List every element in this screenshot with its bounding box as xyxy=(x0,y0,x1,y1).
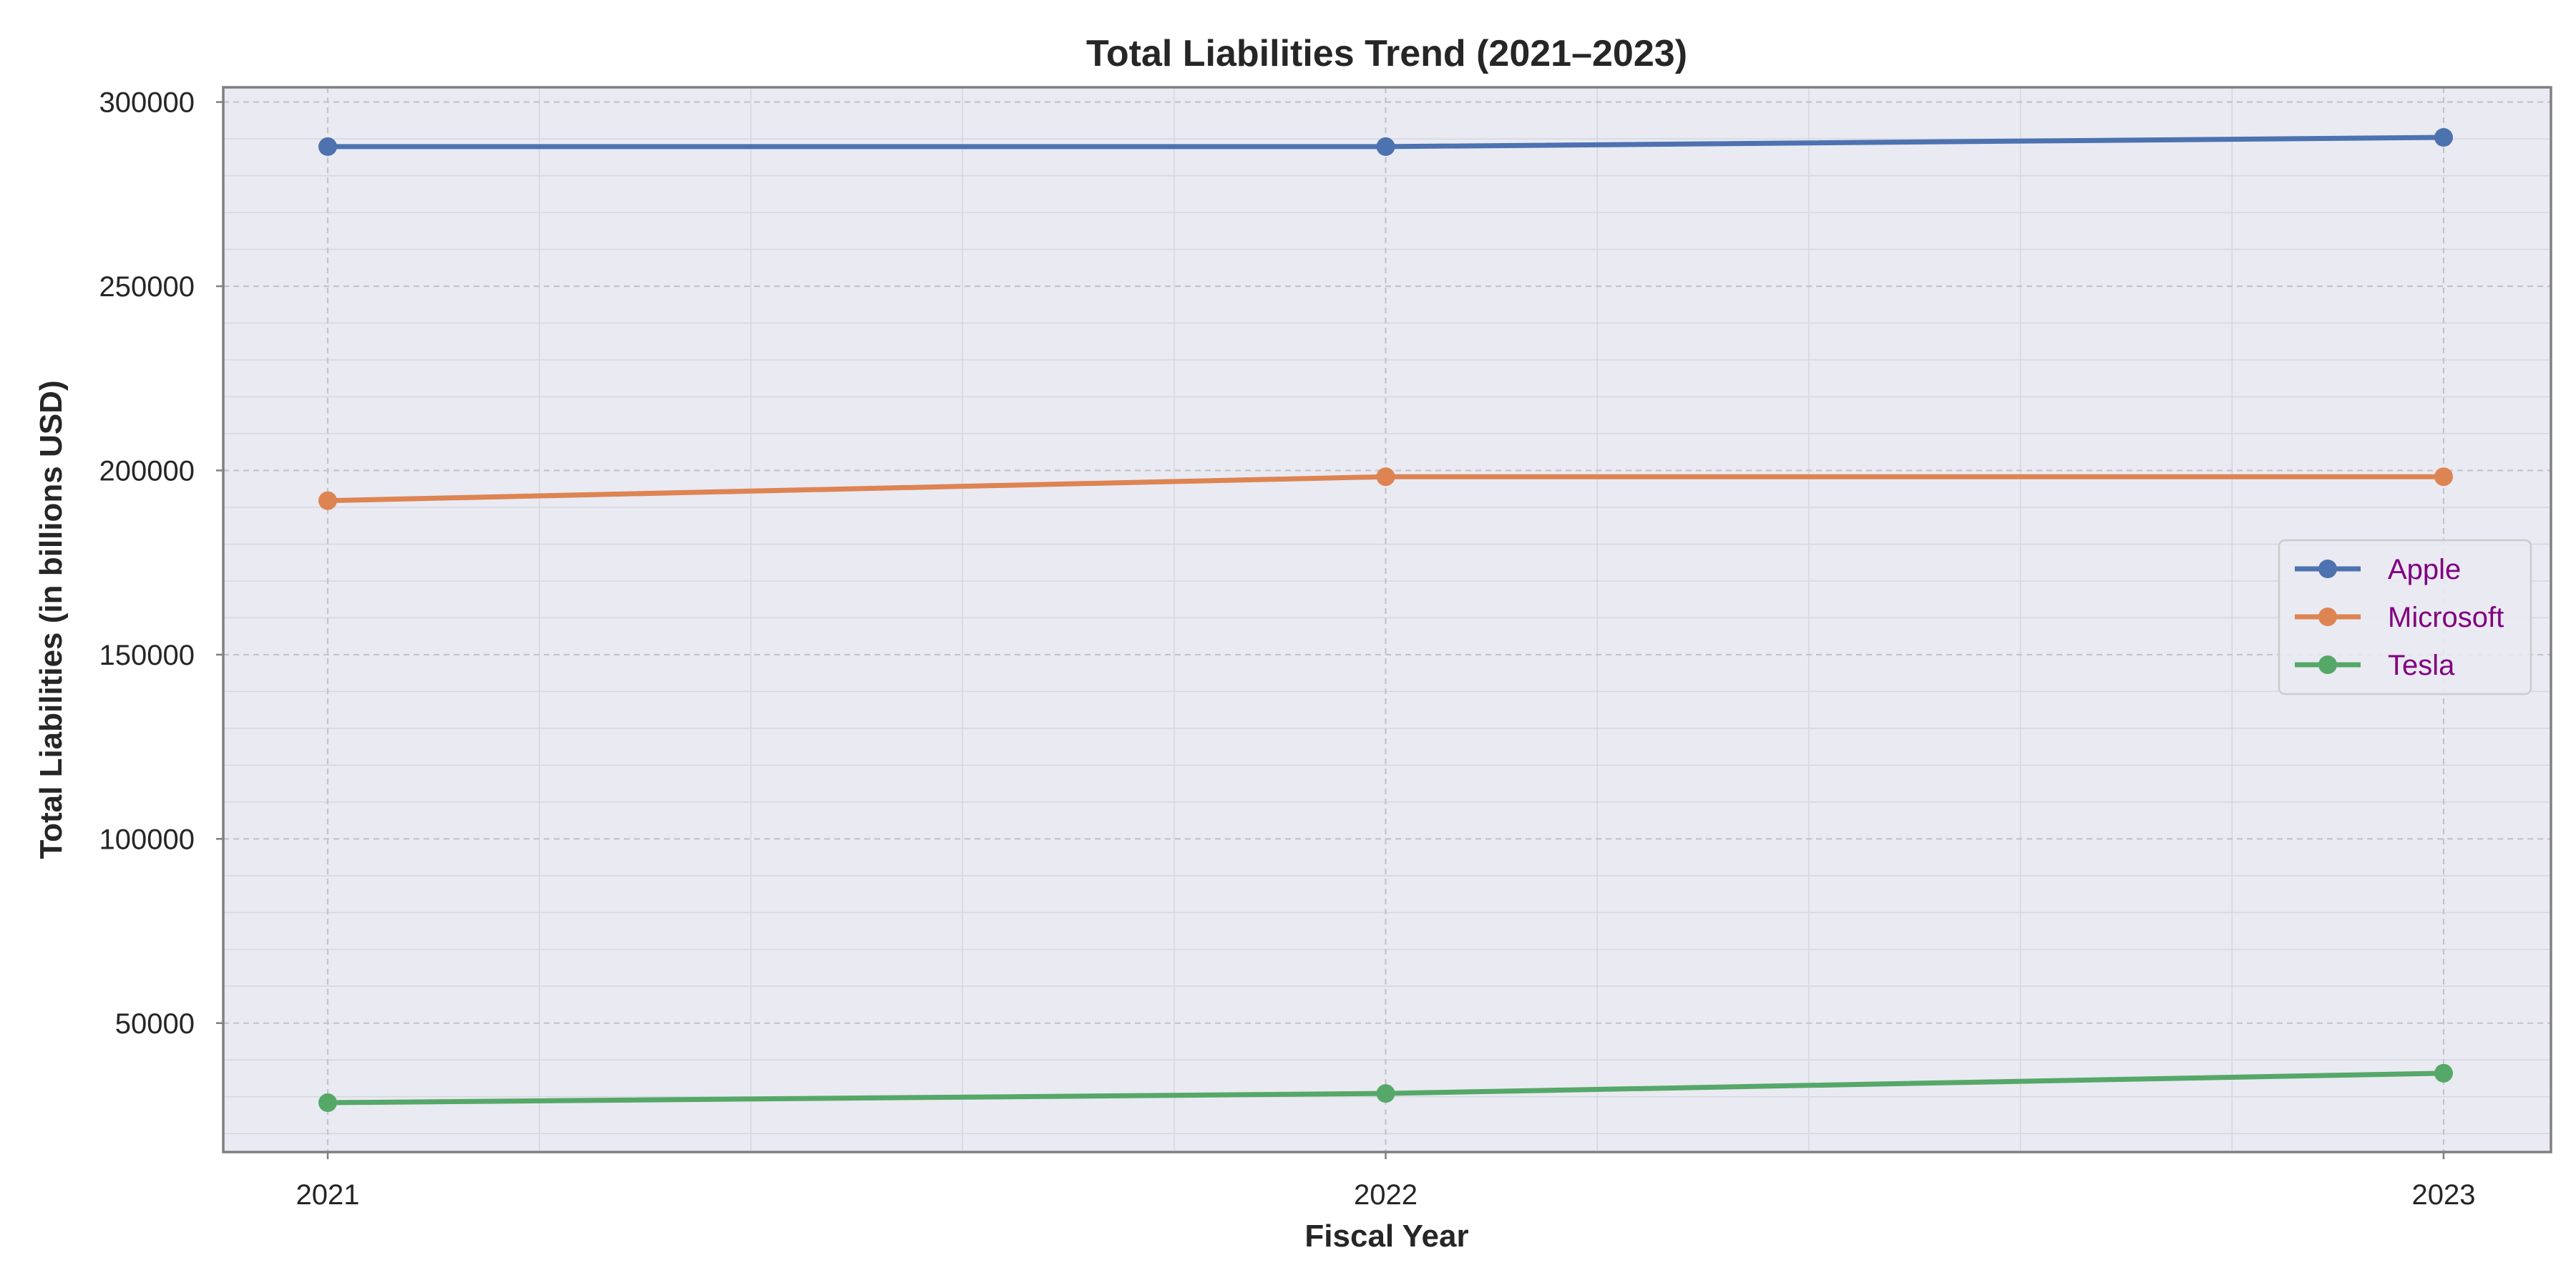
y-tick-label: 250000 xyxy=(99,271,195,303)
plot-area xyxy=(223,87,2551,1152)
y-tick-label: 50000 xyxy=(115,1008,195,1040)
legend: Apple Microsoft Tesla xyxy=(2278,539,2532,696)
plot-frame xyxy=(222,86,2552,1153)
x-tick-label: 2022 xyxy=(1354,1179,1418,1211)
x-axis-ticks: 2021 2022 2023 xyxy=(296,1152,2476,1211)
data-point-apple xyxy=(2434,128,2453,147)
data-point-tesla xyxy=(2434,1063,2453,1083)
data-point-microsoft xyxy=(2434,467,2453,487)
data-point-microsoft xyxy=(318,491,337,510)
x-tick-label: 2023 xyxy=(2412,1179,2476,1211)
legend-box xyxy=(2278,539,2532,696)
x-tick-label: 2021 xyxy=(296,1179,360,1211)
y-axis-ticks: 50000 100000 150000 200000 250000 300000 xyxy=(99,87,223,1040)
legend-label-apple: Apple xyxy=(2388,554,2461,585)
y-tick-label: 100000 xyxy=(99,824,195,855)
legend-label-microsoft: Microsoft xyxy=(2388,602,2504,633)
y-tick-label: 300000 xyxy=(99,87,195,119)
x-axis-label: Fiscal Year xyxy=(1304,1219,1468,1254)
data-point-tesla xyxy=(1376,1084,1395,1103)
series-layer xyxy=(318,128,2453,1113)
legend-marker-tesla xyxy=(2318,655,2337,674)
y-axis-label: Total Liabilities (in billions USD) xyxy=(34,381,69,859)
data-point-apple xyxy=(318,137,337,156)
data-point-microsoft xyxy=(1376,467,1395,487)
y-tick-label: 150000 xyxy=(99,640,195,671)
y-tick-label: 200000 xyxy=(99,455,195,487)
legend-marker-apple xyxy=(2318,560,2337,578)
legend-label-tesla: Tesla xyxy=(2388,650,2455,681)
legend-marker-microsoft xyxy=(2318,608,2337,626)
data-point-tesla xyxy=(318,1093,337,1113)
chart-title: Total Liabilities Trend (2021–2023) xyxy=(1086,33,1687,74)
data-point-apple xyxy=(1376,137,1395,156)
